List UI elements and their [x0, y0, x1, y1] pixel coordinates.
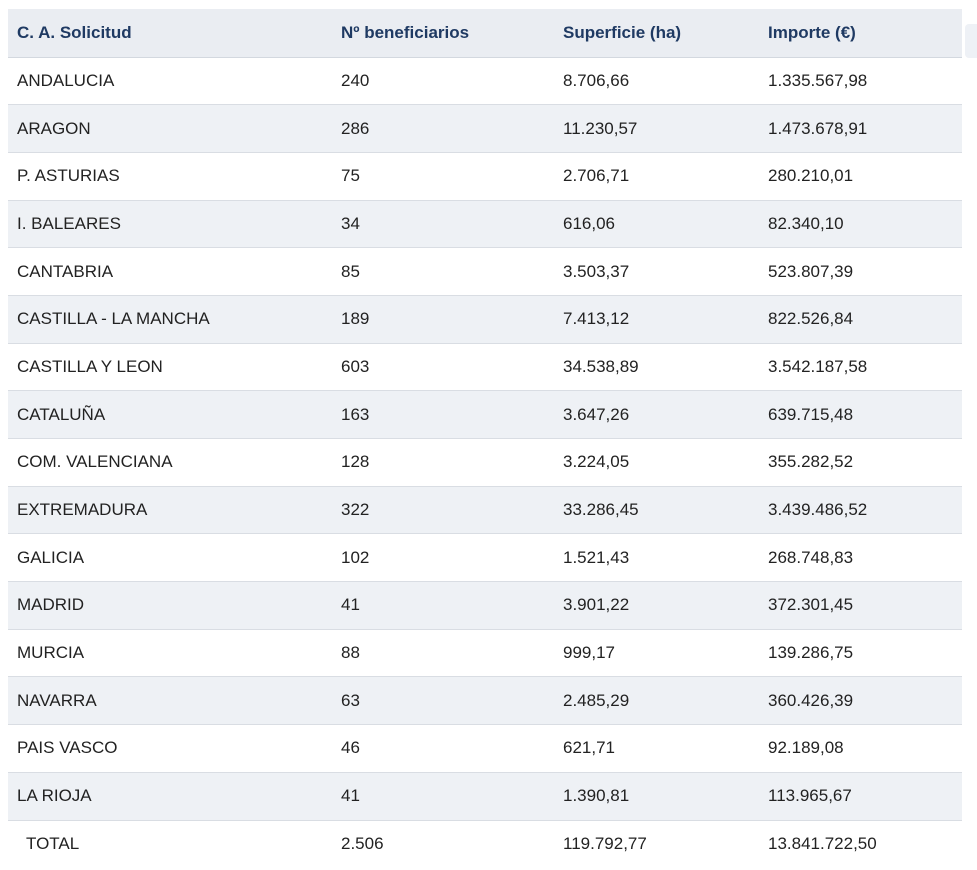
cell-superficie: 3.901,22	[554, 581, 759, 630]
cell-superficie: 3.503,37	[554, 247, 759, 296]
header-importe: Importe (€)	[759, 9, 962, 58]
cell-superficie: 33.286,45	[554, 486, 759, 535]
cell-beneficiarios: 41	[332, 581, 554, 630]
beneficiaries-table: C. A. Solicitud Nº beneficiarios Superfi…	[8, 9, 962, 868]
cell-importe: 113.965,67	[759, 772, 962, 821]
cell-region: MURCIA	[8, 629, 332, 678]
cell-importe: 523.807,39	[759, 247, 962, 296]
cell-superficie: 1.390,81	[554, 772, 759, 821]
cell-beneficiarios: 63	[332, 676, 554, 726]
total-superficie: 119.792,77	[554, 820, 759, 868]
table-row: EXTREMADURA 322 33.286,45 3.439.486,52	[8, 486, 962, 535]
cell-superficie: 8.706,66	[554, 57, 759, 106]
cell-beneficiarios: 189	[332, 295, 554, 344]
cell-importe: 372.301,45	[759, 581, 962, 630]
cell-region: ARAGON	[8, 104, 332, 153]
cell-superficie: 7.413,12	[554, 295, 759, 344]
header-superficie: Superficie (ha)	[554, 9, 759, 58]
table-row: LA RIOJA 41 1.390,81 113.965,67	[8, 772, 962, 821]
cell-region: CASTILLA Y LEON	[8, 343, 332, 392]
cell-importe: 3.439.486,52	[759, 486, 962, 535]
table-row: MURCIA 88 999,17 139.286,75	[8, 629, 962, 678]
table-row: COM. VALENCIANA 128 3.224,05 355.282,52	[8, 438, 962, 487]
cell-beneficiarios: 322	[332, 486, 554, 535]
cell-region: MADRID	[8, 581, 332, 630]
cell-importe: 1.335.567,98	[759, 57, 962, 106]
total-importe: 13.841.722,50	[759, 820, 962, 868]
cell-beneficiarios: 163	[332, 390, 554, 439]
cell-importe: 1.473.678,91	[759, 104, 962, 153]
cell-beneficiarios: 240	[332, 57, 554, 106]
cell-region: LA RIOJA	[8, 772, 332, 821]
table-row: P. ASTURIAS 75 2.706,71 280.210,01	[8, 152, 962, 201]
side-scroll-tab[interactable]	[965, 24, 977, 58]
table-row: CANTABRIA 85 3.503,37 523.807,39	[8, 247, 962, 296]
cell-region: P. ASTURIAS	[8, 152, 332, 201]
total-beneficiarios: 2.506	[332, 820, 554, 868]
cell-importe: 92.189,08	[759, 724, 962, 773]
cell-beneficiarios: 34	[332, 200, 554, 249]
cell-importe: 82.340,10	[759, 200, 962, 249]
cell-superficie: 621,71	[554, 724, 759, 773]
data-table-container: C. A. Solicitud Nº beneficiarios Superfi…	[8, 9, 962, 868]
cell-beneficiarios: 603	[332, 343, 554, 392]
cell-region: I. BALEARES	[8, 200, 332, 249]
cell-superficie: 1.521,43	[554, 533, 759, 583]
table-row: CASTILLA Y LEON 603 34.538,89 3.542.187,…	[8, 343, 962, 392]
cell-importe: 822.526,84	[759, 295, 962, 344]
table-row: I. BALEARES 34 616,06 82.340,10	[8, 200, 962, 249]
cell-importe: 355.282,52	[759, 438, 962, 487]
table-row: MADRID 41 3.901,22 372.301,45	[8, 581, 962, 630]
cell-region: CATALUÑA	[8, 390, 332, 439]
cell-importe: 3.542.187,58	[759, 343, 962, 392]
header-ca-solicitud: C. A. Solicitud	[8, 9, 332, 58]
cell-region: EXTREMADURA	[8, 486, 332, 535]
cell-superficie: 34.538,89	[554, 343, 759, 392]
cell-beneficiarios: 88	[332, 629, 554, 678]
header-row: C. A. Solicitud Nº beneficiarios Superfi…	[8, 9, 962, 58]
table-row: PAIS VASCO 46 621,71 92.189,08	[8, 724, 962, 773]
table-header: C. A. Solicitud Nº beneficiarios Superfi…	[8, 9, 962, 58]
cell-beneficiarios: 41	[332, 772, 554, 821]
cell-superficie: 3.647,26	[554, 390, 759, 439]
table-row: ANDALUCIA 240 8.706,66 1.335.567,98	[8, 57, 962, 106]
cell-superficie: 11.230,57	[554, 104, 759, 153]
table-row: GALICIA 102 1.521,43 268.748,83	[8, 533, 962, 583]
cell-region: ANDALUCIA	[8, 57, 332, 106]
cell-region: NAVARRA	[8, 676, 332, 726]
cell-importe: 139.286,75	[759, 629, 962, 678]
cell-region: CASTILLA - LA MANCHA	[8, 295, 332, 344]
cell-importe: 268.748,83	[759, 533, 962, 583]
cell-beneficiarios: 286	[332, 104, 554, 153]
cell-importe: 360.426,39	[759, 676, 962, 726]
cell-beneficiarios: 128	[332, 438, 554, 487]
cell-importe: 280.210,01	[759, 152, 962, 201]
cell-beneficiarios: 85	[332, 247, 554, 296]
table-row: CASTILLA - LA MANCHA 189 7.413,12 822.52…	[8, 295, 962, 344]
cell-region: CANTABRIA	[8, 247, 332, 296]
cell-beneficiarios: 75	[332, 152, 554, 201]
cell-superficie: 616,06	[554, 200, 759, 249]
table-body: ANDALUCIA 240 8.706,66 1.335.567,98 ARAG…	[8, 57, 962, 868]
cell-region: PAIS VASCO	[8, 724, 332, 773]
cell-importe: 639.715,48	[759, 390, 962, 439]
table-row: NAVARRA 63 2.485,29 360.426,39	[8, 676, 962, 726]
cell-superficie: 999,17	[554, 629, 759, 678]
cell-beneficiarios: 102	[332, 533, 554, 583]
cell-superficie: 2.706,71	[554, 152, 759, 201]
cell-superficie: 3.224,05	[554, 438, 759, 487]
total-label: TOTAL	[8, 820, 332, 868]
cell-region: COM. VALENCIANA	[8, 438, 332, 487]
table-row: ARAGON 286 11.230,57 1.473.678,91	[8, 104, 962, 153]
total-row: TOTAL 2.506 119.792,77 13.841.722,50	[8, 820, 962, 868]
cell-region: GALICIA	[8, 533, 332, 583]
cell-superficie: 2.485,29	[554, 676, 759, 726]
table-row: CATALUÑA 163 3.647,26 639.715,48	[8, 390, 962, 439]
cell-beneficiarios: 46	[332, 724, 554, 773]
header-beneficiarios: Nº beneficiarios	[332, 9, 554, 58]
